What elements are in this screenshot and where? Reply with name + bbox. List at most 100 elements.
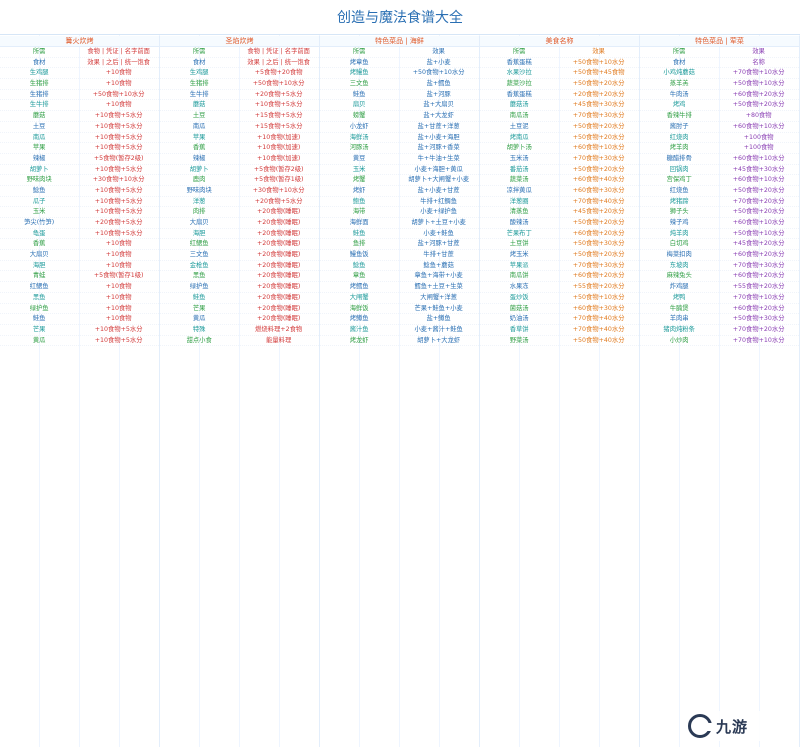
recipe-row: 清蒸鱼 +45食物+20水分 bbox=[480, 207, 639, 218]
effect-cell: 燃烧料理+2食物 bbox=[255, 325, 303, 333]
effect-cell: 食物 | 凭证 | 名字前面 bbox=[87, 48, 150, 55]
ingredient-cell: 食材 bbox=[32, 58, 46, 66]
recipe-row: 烤南瓜 +50食物+20水分 bbox=[480, 133, 639, 144]
ingredient-cell: 章鱼 bbox=[352, 272, 366, 280]
recipe-row: 南瓜 +10食物+5水分 bbox=[0, 133, 159, 144]
effect-cell: +50食物+10水分 bbox=[732, 80, 785, 88]
recipe-row: 猪肉炖粉条 +70食物+20水分 bbox=[640, 325, 799, 336]
effect-cell: +70食物+10水分 bbox=[732, 69, 785, 77]
recipe-row: 生猪排 +10食物 bbox=[0, 79, 159, 90]
recipe-row: 黄豆 牛+牛油+生菜 bbox=[320, 154, 479, 165]
recipe-row: 鲑鱼 +10食物 bbox=[0, 314, 159, 325]
ingredient-cell: 土豆饼 bbox=[509, 240, 529, 248]
ingredient-cell: 回锅肉 bbox=[669, 165, 689, 173]
recipe-row: 胡萝卜 +5食物(暂存2级) bbox=[160, 165, 319, 176]
effect-cell: +10食物 bbox=[105, 315, 132, 323]
effect-cell: +10食物+5水分 bbox=[94, 122, 143, 130]
effect-cell: +60食物+10水分 bbox=[732, 176, 785, 184]
recipe-row: 梅菜扣肉 +60食物+20水分 bbox=[640, 250, 799, 261]
effect-cell: +20食物(睡眠) bbox=[256, 315, 301, 323]
recipe-column: 特色菜品 | 海鲜 所需 效果 烤章鱼 盐+小麦 烤鳗鱼 +50食物+10水分 三文鱼 盐+鳕鱼… bbox=[320, 36, 480, 747]
ingredient-cell: 芒果 bbox=[192, 304, 206, 312]
recipe-row: 蔬菜沙拉 +50食物+20水分 bbox=[480, 79, 639, 90]
ingredient-cell: 野菜汤 bbox=[509, 336, 529, 344]
recipe-row: 生牛排 +20食物+5水分 bbox=[160, 90, 319, 101]
effect-cell: +50食物+20水分 bbox=[732, 101, 785, 109]
effect-cell: +55食物+20水分 bbox=[732, 283, 785, 291]
watermark: 九游 bbox=[688, 711, 792, 741]
recipe-row: 辣椒 +5食物(暂存2级) bbox=[0, 154, 159, 165]
ingredient-cell: 水果冻 bbox=[509, 283, 529, 291]
ingredient-cell: 瓜子 bbox=[32, 197, 46, 205]
ingredient-cell: 奶油汤 bbox=[509, 315, 529, 323]
ingredient-cell: 红烧肉 bbox=[669, 133, 689, 141]
recipe-row: 瓜子 +10食物+5水分 bbox=[0, 197, 159, 208]
ingredient-cell: 鲍鱼 bbox=[352, 197, 366, 205]
ingredient-cell: 生猪排 bbox=[189, 80, 209, 88]
ingredient-cell: 野味肉块 bbox=[186, 186, 212, 194]
page-title: 创造与魔法食谱大全 bbox=[337, 10, 463, 26]
ingredient-cell: 黄瓜 bbox=[192, 315, 206, 323]
effect-cell: 盐+大龙虾 bbox=[423, 112, 454, 120]
ingredient-cell: 青蛙 bbox=[32, 272, 46, 280]
recipe-row: 奶油汤 +70食物+40水分 bbox=[480, 314, 639, 325]
effect-cell: +10食物+5水分 bbox=[94, 112, 143, 120]
recipe-row: 三文鱼 +20食物(睡眠) bbox=[160, 250, 319, 261]
recipe-row: 玉米 小麦+海胆+黄瓜 bbox=[320, 165, 479, 176]
ingredient-cell: 番茄汤 bbox=[509, 165, 529, 173]
effect-cell: +45食物+30水分 bbox=[572, 101, 625, 109]
recipe-row: 蘑菇 +10食物+5水分 bbox=[0, 111, 159, 122]
ingredient-cell: 海带 bbox=[352, 208, 366, 216]
effect-cell: +5食物+20食物 bbox=[254, 69, 303, 77]
effect-cell: +5食物(暂存1级) bbox=[93, 272, 144, 280]
ingredient-cell: 三文鱼 bbox=[189, 251, 209, 259]
effect-cell: +60食物+20水分 bbox=[732, 251, 785, 259]
recipe-row: 水果冻 +55食物+20水分 bbox=[480, 282, 639, 293]
recipe-row: 烤虾 盐+小麦+甘蔗 bbox=[320, 186, 479, 197]
ingredient-cell: 生鸡腿 bbox=[189, 69, 209, 77]
recipe-row: 海胆 +10食物 bbox=[0, 261, 159, 272]
recipe-row: 红鳃鱼 +20食物(睡眠) bbox=[160, 239, 319, 251]
effect-cell: +70食物+10水分 bbox=[732, 293, 785, 301]
ingredient-cell: 蘑菇 bbox=[32, 112, 46, 120]
recipe-row: 回锅肉 +45食物+30水分 bbox=[640, 165, 799, 176]
ingredient-cell: 龟蛋 bbox=[32, 229, 46, 237]
recipe-row: 洋葱 +20食物+5水分 bbox=[160, 197, 319, 208]
effect-cell: 胡萝卜+大龙虾 bbox=[417, 336, 461, 344]
ingredient-cell: 海胆 bbox=[32, 261, 46, 269]
effect-cell: +60食物+30水分 bbox=[572, 304, 625, 312]
effect-cell: +50食物+20水分 bbox=[572, 251, 625, 259]
ingredient-cell: 大扇贝 bbox=[29, 251, 49, 259]
ingredient-cell: 南瓜 bbox=[32, 133, 46, 141]
ingredient-cell: 小鸡炖蘑菇 bbox=[663, 69, 695, 77]
ingredient-cell: 凉拌黄瓜 bbox=[506, 186, 532, 194]
recipe-row: 鳗鱼饭 牛排+甘蔗 bbox=[320, 250, 479, 261]
effect-cell: 小麦+海胆+黄瓜 bbox=[414, 165, 463, 173]
effect-cell: +70食物+20水分 bbox=[732, 197, 785, 205]
ingredient-cell: 金枪鱼 bbox=[189, 261, 209, 269]
recipe-row: 蔬菜汤 +60食物+40水分 bbox=[480, 175, 639, 186]
recipe-row: 大闸蟹 大闸蟹+洋葱 bbox=[320, 293, 479, 304]
effect-cell: 盐+大扇贝 bbox=[423, 101, 454, 109]
effect-cell: +60食物+20水分 bbox=[732, 272, 785, 280]
recipe-row: 海鲜饭 芒果+鲑鱼+小麦 bbox=[320, 304, 479, 315]
ingredient-cell: 清蒸鱼 bbox=[509, 208, 529, 216]
effect-cell: +15食物+5水分 bbox=[254, 112, 303, 120]
effect-cell: +10食物+5水分 bbox=[94, 186, 143, 194]
recipe-row: 苹果派 +70食物+30水分 bbox=[480, 261, 639, 272]
ingredient-cell: 食材 bbox=[192, 58, 206, 66]
recipe-row: 河豚汤 盐+河豚+香菜 bbox=[320, 143, 479, 154]
ingredient-cell: 鲶鱼 bbox=[32, 186, 46, 194]
effect-cell: +10食物 bbox=[105, 101, 132, 109]
recipe-column: 特色菜品 | 荤菜 所需 效果 食材 名称 小鸡炖蘑菇 +70食物+10水分 蒸羊羔 +50食物… bbox=[640, 36, 800, 747]
recipe-row: 绿护鱼 +10食物 bbox=[0, 304, 159, 315]
effect-cell: +10食物 bbox=[105, 304, 132, 312]
ingredient-cell: 芒果 bbox=[32, 325, 46, 333]
effect-cell: +10食物(加速) bbox=[256, 154, 301, 162]
effect-cell: +20食物(睡眠) bbox=[256, 219, 301, 226]
ingredient-cell: 玉米 bbox=[352, 165, 366, 173]
effect-cell: +50食物+20水分 bbox=[572, 219, 625, 226]
recipe-row: 特殊 燃烧料理+2食物 bbox=[160, 325, 319, 336]
effect-cell: +60食物+30水分 bbox=[572, 186, 625, 194]
